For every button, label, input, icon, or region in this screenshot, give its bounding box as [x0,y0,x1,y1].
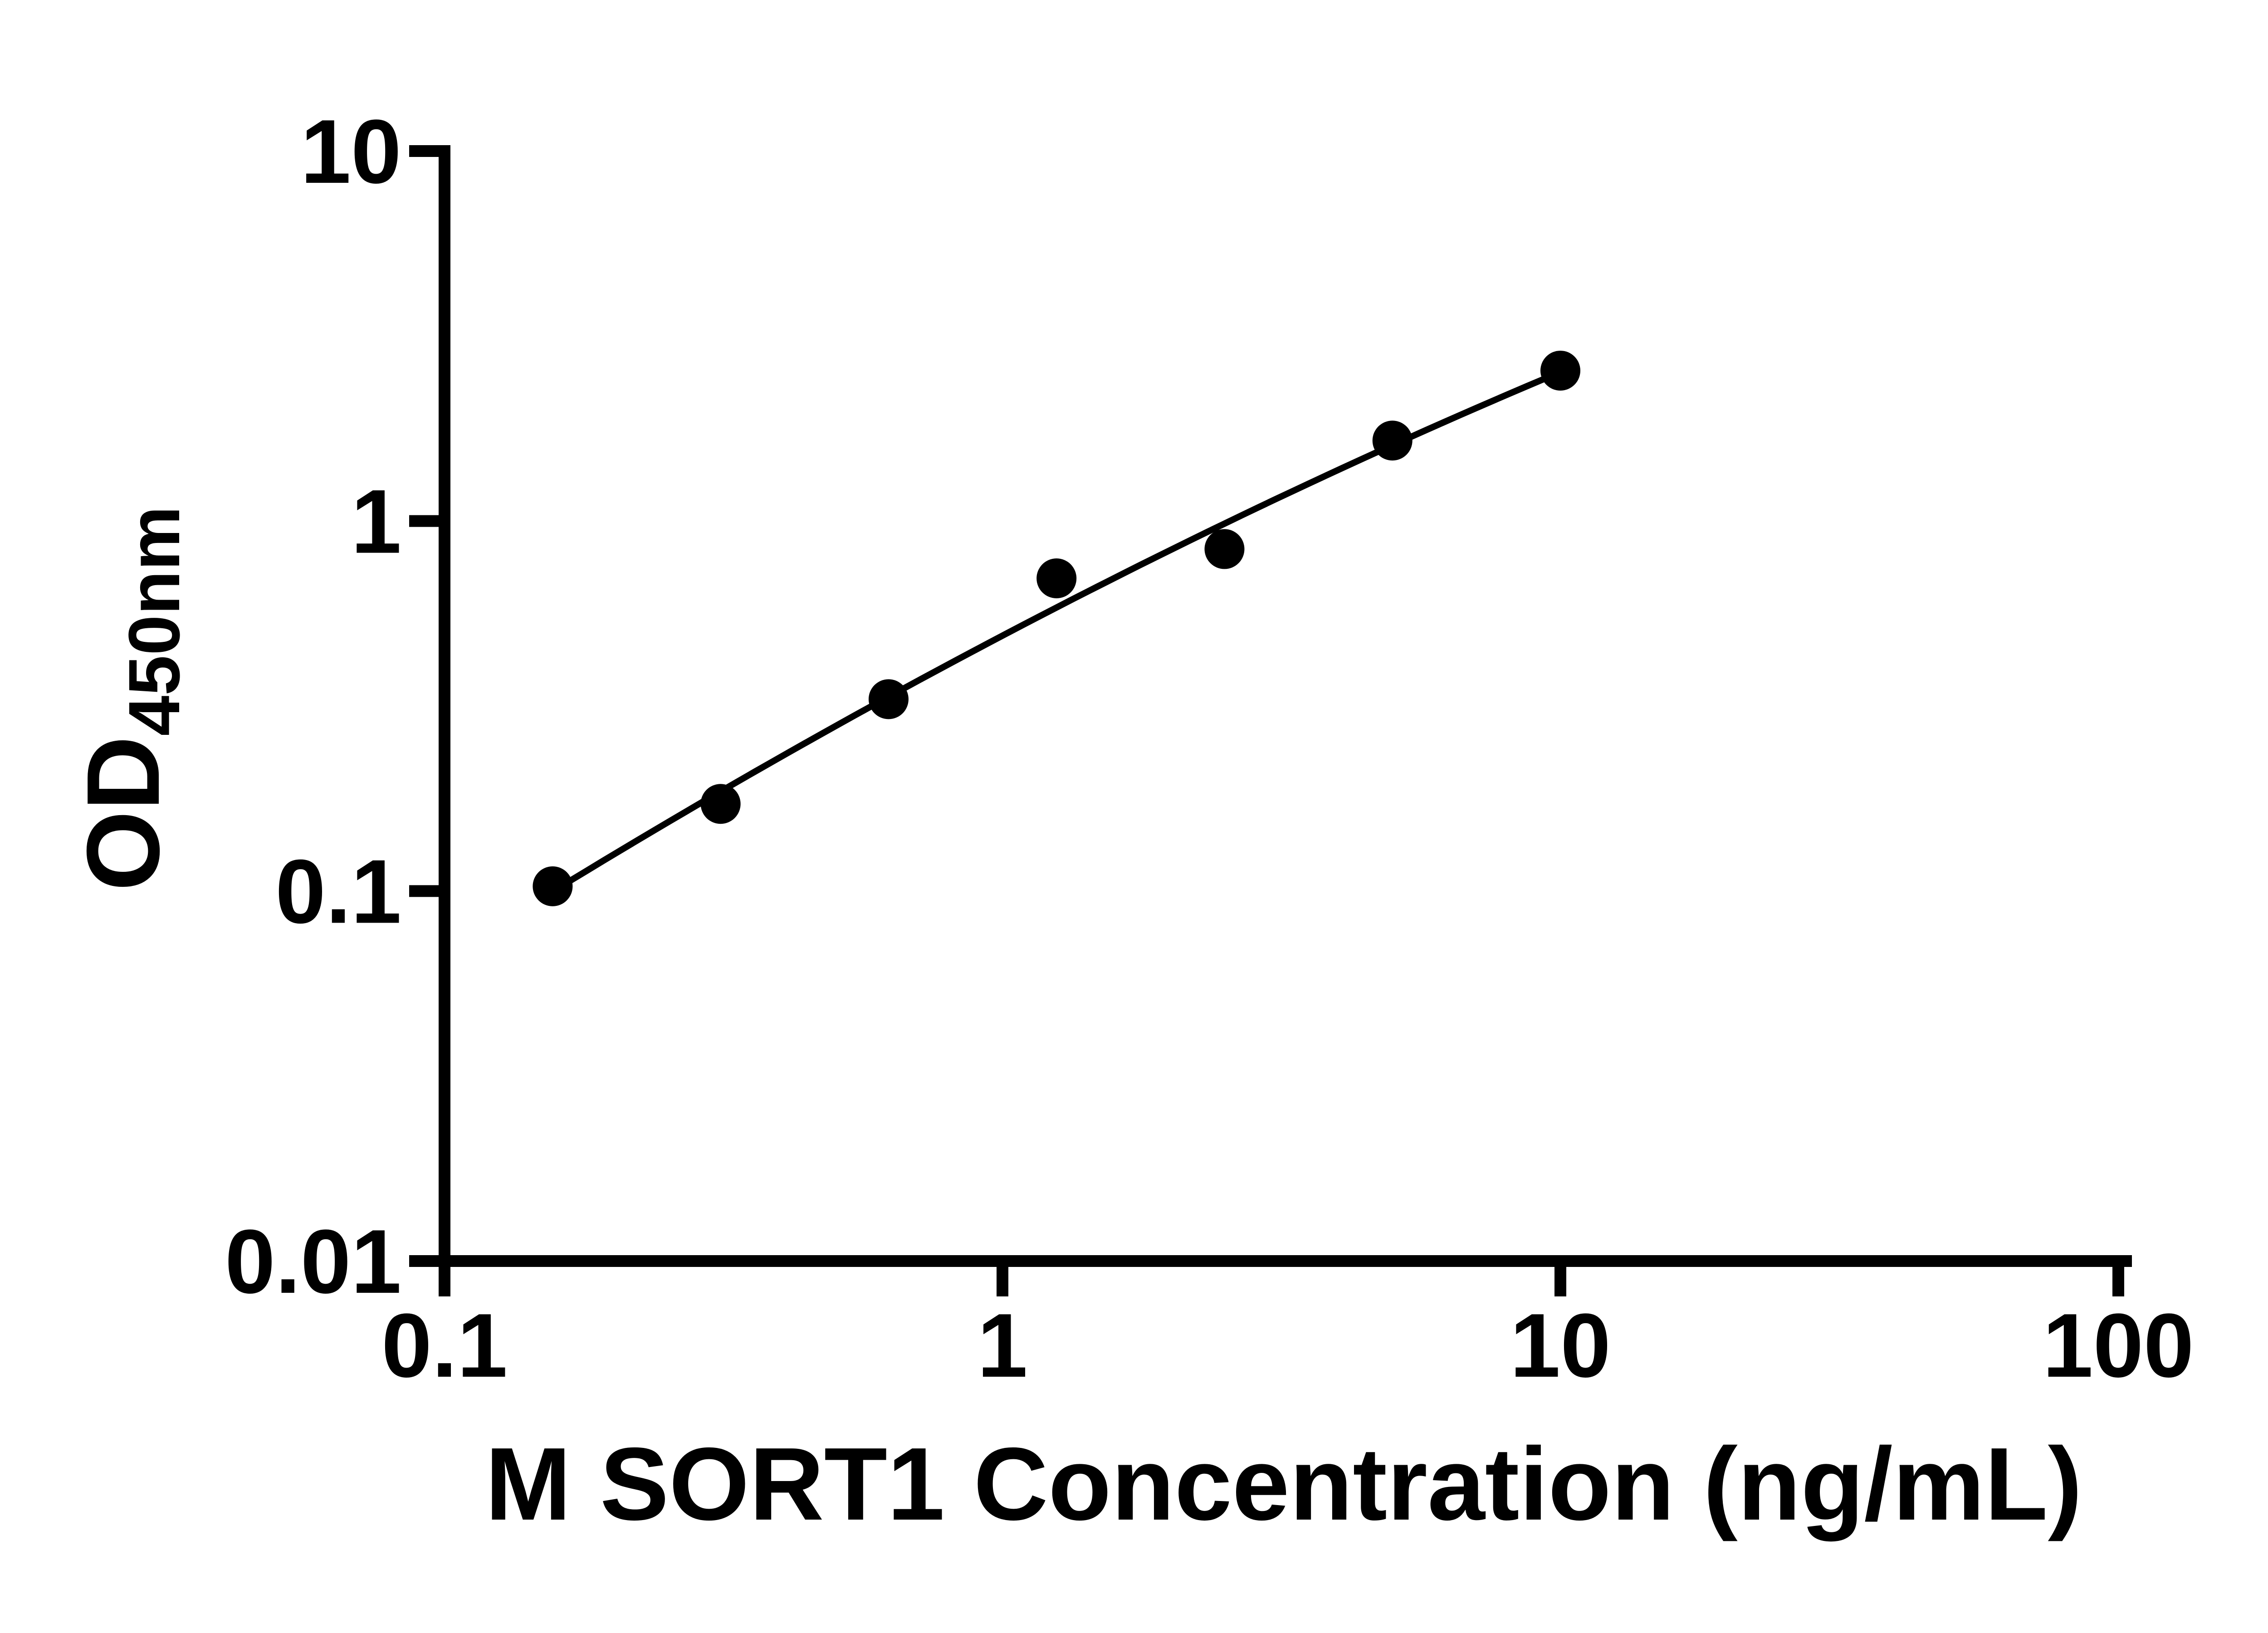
y-tick-label: 10 [301,101,401,202]
y-axis-title: OD450nm [66,506,195,891]
data-point [868,679,909,719]
y-tick-label: 1 [351,471,401,572]
x-axis-title: M SORT1 Concentration (ng/mL) [485,1427,2082,1542]
y-axis-title-main: OD [66,736,181,891]
data-point [700,784,741,824]
y-tick-label: 0.01 [225,1211,401,1312]
data-point [533,866,573,906]
data-point [1540,351,1580,391]
y-tick-label: 0.1 [275,841,401,942]
data-point [1036,558,1077,599]
data-point [1372,420,1413,461]
data-point [1204,529,1245,569]
x-tick-label: 1 [977,1295,1027,1396]
y-axis-title-subscript: 450nm [113,506,195,736]
x-tick-label: 0.1 [381,1295,508,1396]
x-tick-label: 10 [1510,1295,1611,1396]
x-tick-label: 100 [2043,1295,2194,1396]
